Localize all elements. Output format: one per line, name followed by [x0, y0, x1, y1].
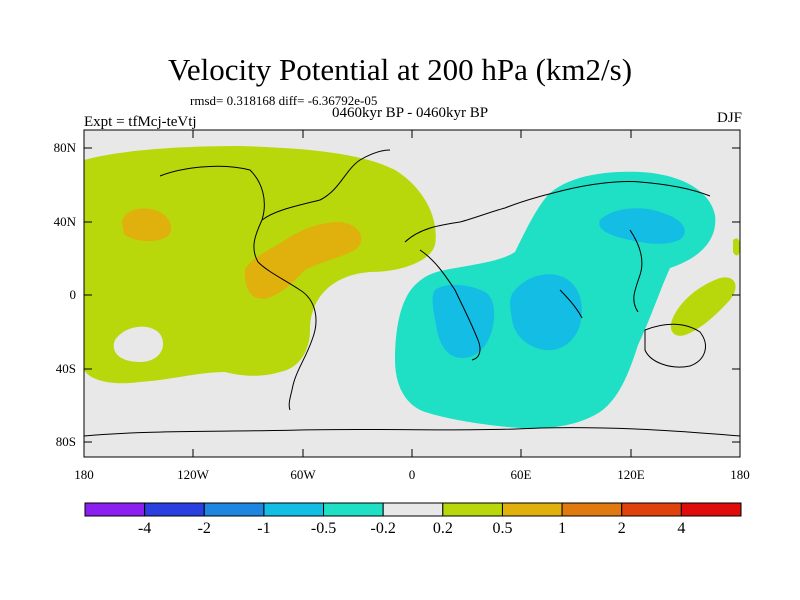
- negative-mid-indian-ocean: [510, 274, 582, 351]
- lon-label-120w: 120W: [177, 467, 209, 482]
- colorbar-label: -0.5: [310, 520, 337, 537]
- lat-label-40s: 40S: [55, 361, 76, 376]
- lat-label-0: 0: [69, 287, 77, 302]
- colorbar-label: 2: [617, 520, 626, 537]
- lat-label-80s: 80S: [55, 434, 76, 449]
- colorbar-box: [442, 502, 503, 517]
- colorbar-label: 4: [677, 520, 686, 537]
- lon-label-180w: 180: [74, 467, 94, 482]
- experiment-label: Expt = tfMcj-teVtj: [84, 114, 197, 130]
- lon-ticks: [83, 130, 741, 457]
- colorbar-box: [203, 502, 265, 517]
- negative-mid-africa: [432, 284, 495, 358]
- colorbar-box: [561, 502, 623, 517]
- positive-mid-pacific: [122, 208, 172, 242]
- lon-label-60e: 60E: [510, 467, 532, 482]
- rmsd-diff-stats: rmsd= 0.318168 diff= -6.36792e-05: [190, 93, 378, 108]
- lat-ticks: [84, 147, 740, 443]
- colorbar-label: -2: [197, 520, 211, 537]
- coastlines: [84, 149, 740, 437]
- lon-label-60w: 60W: [290, 467, 316, 482]
- colorbar-box: [84, 502, 146, 517]
- colorbar-label: 0.2: [432, 520, 453, 537]
- positive-region-east-edge: [733, 238, 740, 256]
- colorbar-box: [621, 502, 682, 517]
- positive-region-australia: [670, 277, 736, 336]
- colorbar-label: 0.5: [492, 520, 513, 537]
- colorbar-box: [263, 502, 325, 517]
- colorbar-label: -4: [137, 520, 152, 537]
- lat-label-40n: 40N: [53, 214, 76, 229]
- colorbar-box: [680, 502, 742, 517]
- map-title: Velocity Potential at 200 hPa (km2/s): [167, 52, 633, 87]
- colorbar-box: [144, 502, 205, 517]
- negative-mid-east-asia: [599, 208, 685, 244]
- period-subtitle: 0460kyr BP - 0460kyr BP: [331, 105, 489, 121]
- lat-label-80n: 80N: [53, 140, 76, 155]
- neutral-hole-pacific: [113, 326, 164, 362]
- colorbar-label: -0.2: [370, 520, 396, 537]
- colorbar-label: -1: [257, 520, 271, 537]
- colorbar-box: [382, 502, 444, 517]
- lon-label-120e: 120E: [617, 467, 645, 482]
- positive-mid-caribbean: [244, 222, 362, 299]
- season-label: DJF: [716, 110, 742, 126]
- colorbar: [84, 502, 742, 517]
- lon-label-0: 0: [408, 467, 416, 482]
- lon-label-180e: 180: [730, 467, 750, 482]
- colorbar-label: 1: [558, 520, 567, 537]
- colorbar-box: [323, 502, 384, 517]
- colorbar-box: [501, 502, 563, 517]
